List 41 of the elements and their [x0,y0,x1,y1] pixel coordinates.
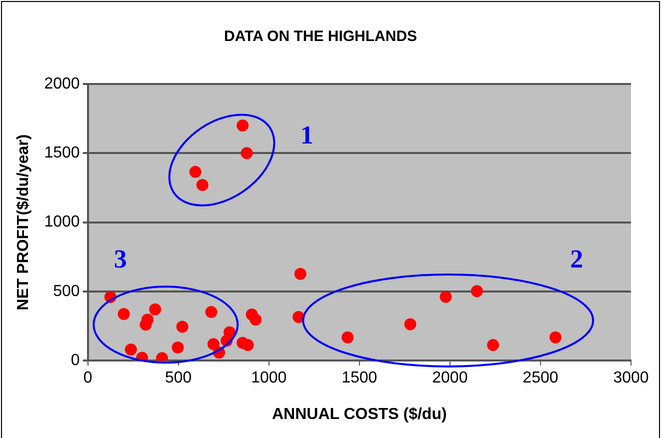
x-tick-label: 0 [83,370,92,387]
y-tick-label: 500 [53,282,80,300]
point [176,320,188,333]
point [487,338,500,351]
point [292,311,305,324]
y-tick-label: 1500 [44,144,80,162]
point [196,178,208,191]
point [404,318,416,330]
x-axis-title: ANNUAL COSTS ($/du) [272,406,447,423]
x-tick-label: 2000 [432,370,468,387]
point [140,318,152,331]
annotation: 1 [300,120,314,150]
x-tick-label: 1000 [251,370,287,387]
point [224,326,236,338]
y-tick-label: 1000 [44,214,80,231]
point [294,268,306,280]
point [236,119,249,132]
point [189,166,202,178]
chart-title: DATA ON THE HIGHLANDS [224,28,418,46]
point [549,331,562,344]
point [240,147,253,160]
point [118,308,130,320]
point [149,303,162,316]
y-axis-title: NET PROFIT($/du/year) [15,134,32,310]
annotation: 3 [114,244,127,274]
point [250,314,262,326]
annotation: 2 [570,244,584,274]
point [342,331,354,344]
point [470,285,483,298]
x-tick-label: 2500 [522,370,558,387]
point [124,344,137,356]
x-tick-label: 500 [164,370,192,387]
y-tick-label: 0 [70,352,80,370]
point [205,306,218,318]
point [172,341,184,354]
point [242,338,254,351]
point [440,290,452,303]
x-tick-label: 1500 [342,370,378,387]
point [207,338,220,350]
x-tick-label: 3000 [613,370,649,387]
y-tick-label: 2000 [44,75,80,92]
